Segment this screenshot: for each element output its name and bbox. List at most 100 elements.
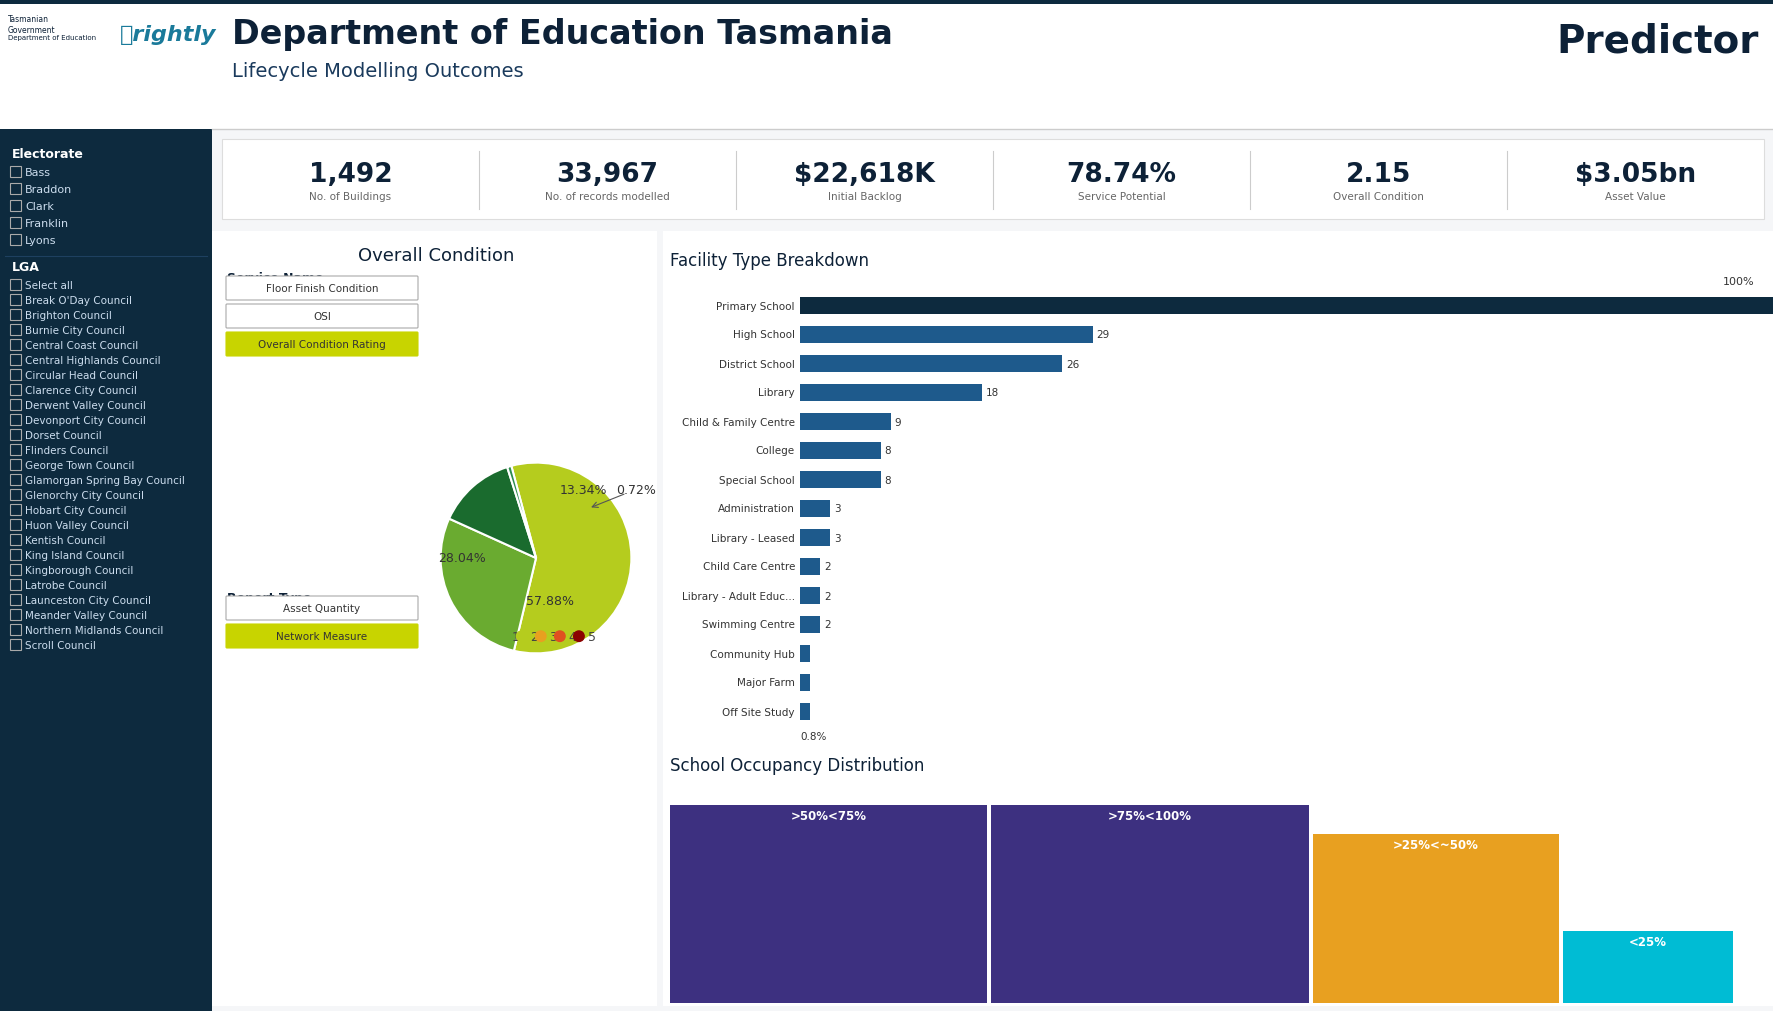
Text: 29: 29 xyxy=(1096,331,1110,340)
Bar xyxy=(800,530,830,547)
Text: Central Coast Council: Central Coast Council xyxy=(25,341,138,351)
Text: 4: 4 xyxy=(567,630,576,643)
Text: George Town Council: George Town Council xyxy=(25,461,135,470)
Text: OSI: OSI xyxy=(312,311,332,321)
Text: Dorset Council: Dorset Council xyxy=(25,431,101,441)
Text: Network Measure: Network Measure xyxy=(277,632,367,641)
Bar xyxy=(11,504,21,516)
Text: 28.04%: 28.04% xyxy=(438,552,486,565)
Bar xyxy=(1562,931,1732,1003)
Text: Administration: Administration xyxy=(718,504,794,514)
Text: Department of Education Tasmania: Department of Education Tasmania xyxy=(232,18,892,51)
Bar xyxy=(660,232,1773,1006)
Text: Hobart City Council: Hobart City Council xyxy=(25,506,126,516)
FancyBboxPatch shape xyxy=(225,333,418,357)
Bar xyxy=(991,805,1308,1003)
Text: King Island Council: King Island Council xyxy=(25,550,124,560)
Text: Meander Valley Council: Meander Valley Council xyxy=(25,611,147,621)
Bar xyxy=(11,594,21,606)
Bar xyxy=(11,445,21,456)
Text: 8: 8 xyxy=(885,446,890,456)
Bar xyxy=(800,500,830,518)
Text: Bass: Bass xyxy=(25,168,51,178)
Bar xyxy=(11,325,21,336)
Text: Overall Condition: Overall Condition xyxy=(1332,192,1424,202)
Bar xyxy=(11,430,21,441)
Wedge shape xyxy=(449,468,535,558)
Text: Brighton Council: Brighton Council xyxy=(25,310,112,320)
Bar xyxy=(800,674,810,692)
Circle shape xyxy=(535,631,546,642)
Bar xyxy=(800,558,819,575)
Text: 8: 8 xyxy=(885,475,890,485)
Bar xyxy=(11,460,21,470)
Text: No. of Buildings: No. of Buildings xyxy=(309,192,392,202)
Text: $22,618K: $22,618K xyxy=(794,162,934,188)
Wedge shape xyxy=(440,519,535,651)
Text: Glamorgan Spring Bay Council: Glamorgan Spring Bay Council xyxy=(25,475,184,485)
Text: Floor Finish Condition: Floor Finish Condition xyxy=(266,284,378,294)
Text: Service Potential: Service Potential xyxy=(1076,192,1165,202)
Text: District School: District School xyxy=(718,359,794,369)
Text: Flinders Council: Flinders Council xyxy=(25,446,108,456)
Bar xyxy=(11,399,21,410)
Bar xyxy=(11,415,21,426)
Text: Primary School: Primary School xyxy=(716,301,794,311)
FancyBboxPatch shape xyxy=(225,625,418,648)
Bar xyxy=(213,0,1773,129)
FancyBboxPatch shape xyxy=(225,277,418,300)
Text: 18: 18 xyxy=(986,388,998,398)
Text: Predictor: Predictor xyxy=(1555,22,1759,60)
Text: College: College xyxy=(755,446,794,456)
Text: Clarence City Council: Clarence City Council xyxy=(25,385,137,395)
Text: Kingborough Council: Kingborough Council xyxy=(25,565,133,575)
Text: Facility Type Breakdown: Facility Type Breakdown xyxy=(670,252,869,270)
Bar xyxy=(11,549,21,560)
Text: 2.15: 2.15 xyxy=(1346,162,1410,188)
Text: Major Farm: Major Farm xyxy=(738,677,794,687)
Text: Lyons: Lyons xyxy=(25,236,57,246)
FancyBboxPatch shape xyxy=(225,304,418,329)
Bar xyxy=(800,297,1773,314)
Text: 26: 26 xyxy=(1066,359,1080,369)
Text: >25%<~50%: >25%<~50% xyxy=(1392,838,1479,851)
Bar xyxy=(800,327,1092,344)
Text: Child Care Centre: Child Care Centre xyxy=(702,562,794,572)
Bar xyxy=(11,280,21,291)
Bar xyxy=(800,645,810,662)
Text: Child & Family Centre: Child & Family Centre xyxy=(681,418,794,427)
Text: Devonport City Council: Devonport City Council xyxy=(25,416,145,426)
Text: 57.88%: 57.88% xyxy=(527,594,574,608)
Text: Initial Backlog: Initial Backlog xyxy=(828,192,901,202)
FancyBboxPatch shape xyxy=(225,596,418,621)
Text: 2: 2 xyxy=(530,630,537,643)
Bar xyxy=(0,0,213,1011)
Text: 3: 3 xyxy=(833,533,840,543)
Text: 78.74%: 78.74% xyxy=(1066,162,1175,188)
Text: Launceston City Council: Launceston City Council xyxy=(25,595,151,606)
Text: 2: 2 xyxy=(824,590,830,601)
Text: Circular Head Council: Circular Head Council xyxy=(25,371,138,380)
Text: Kentish Council: Kentish Council xyxy=(25,536,105,546)
Bar xyxy=(11,201,21,211)
Text: Service Name: Service Name xyxy=(227,272,323,285)
Text: 2: 2 xyxy=(824,620,830,630)
Bar xyxy=(11,625,21,635)
Bar xyxy=(656,232,663,1006)
Text: >75%<100%: >75%<100% xyxy=(1108,809,1191,822)
Bar xyxy=(11,474,21,485)
Circle shape xyxy=(496,631,507,642)
Bar xyxy=(800,443,879,460)
Bar xyxy=(800,413,890,431)
Text: Overall Condition Rating: Overall Condition Rating xyxy=(259,340,387,350)
Bar xyxy=(11,535,21,546)
Text: Electorate: Electorate xyxy=(12,148,83,161)
Bar xyxy=(213,129,1773,1011)
Text: 33,967: 33,967 xyxy=(557,162,658,188)
Bar xyxy=(670,805,988,1003)
Bar xyxy=(11,184,21,195)
Text: Northern Midlands Council: Northern Midlands Council xyxy=(25,626,163,635)
Text: Department of Education: Department of Education xyxy=(9,35,96,41)
Text: Report Type: Report Type xyxy=(227,591,312,605)
Text: Tasmanian
Government: Tasmanian Government xyxy=(9,15,55,35)
